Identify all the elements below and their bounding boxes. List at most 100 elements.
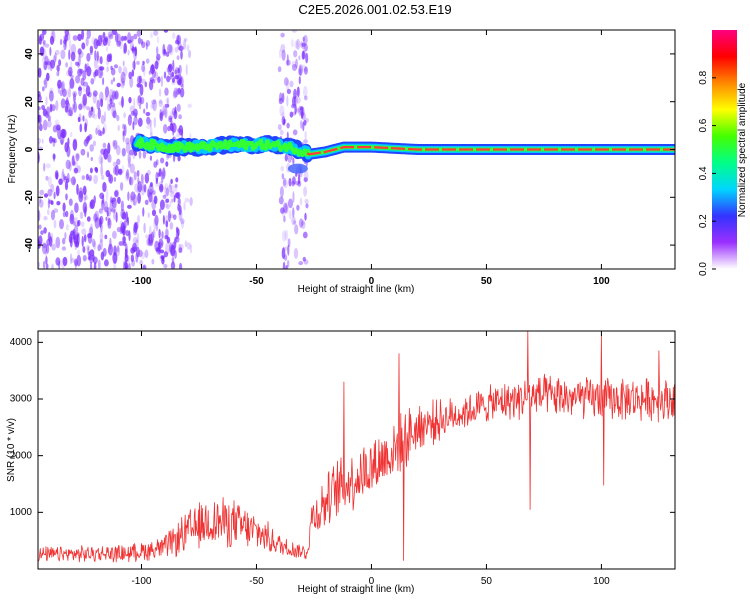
noise-blob (92, 140, 97, 147)
noise-blob (169, 123, 174, 132)
noise-blob (171, 79, 176, 86)
noise-blob (44, 55, 49, 66)
noise-blob (174, 106, 177, 114)
noise-blob (116, 158, 121, 165)
noise-blob (304, 65, 308, 72)
noise-blob (50, 59, 56, 69)
noise-blob (153, 30, 159, 36)
noise-blob (164, 103, 170, 108)
noise-blob (73, 161, 76, 166)
noise-blob (82, 246, 86, 253)
noise-blob (292, 129, 298, 136)
noise-blob (183, 201, 186, 211)
noise-blob (279, 92, 283, 102)
noise-blob (302, 50, 306, 60)
noise-blob (86, 151, 90, 158)
noise-blob (280, 165, 285, 172)
noise-blob (54, 119, 60, 127)
spectrogram-x-label: Height of straight line (km) (298, 284, 415, 295)
noise-blob (129, 114, 132, 120)
noise-blob (114, 164, 119, 176)
noise-blob (114, 190, 119, 197)
noise-blob (186, 44, 190, 52)
noise-blob (112, 77, 116, 82)
noise-blob (62, 211, 66, 218)
noise-blob (179, 87, 185, 98)
noise-blob (107, 31, 113, 38)
noise-blob (292, 157, 295, 165)
noise-blob (133, 151, 138, 157)
noise-blob (53, 138, 57, 144)
y-tick-label: 4000 (10, 337, 33, 348)
noise-blob (43, 61, 48, 71)
noise-blob (162, 48, 167, 57)
y-tick-label: 0 (24, 146, 35, 152)
noise-blob (92, 90, 98, 97)
noise-blob (39, 195, 42, 204)
noise-blob (142, 60, 145, 65)
noise-blob (84, 122, 87, 133)
noise-blob (164, 106, 168, 119)
noise-blob (285, 79, 290, 91)
noise-blob (176, 103, 181, 112)
noise-blob (38, 199, 44, 208)
noise-blob (86, 245, 90, 250)
noise-blob (130, 254, 134, 262)
noise-blob (47, 119, 52, 128)
noise-blob (129, 76, 134, 88)
noise-blob (106, 66, 109, 73)
noise-blob (56, 201, 61, 206)
noise-blob (100, 156, 103, 166)
x-tick-label: 50 (481, 576, 493, 587)
noise-blob (107, 218, 112, 229)
noise-blob (87, 246, 90, 256)
noise-blob (142, 181, 145, 193)
noise-blob (283, 215, 286, 223)
noise-blob (189, 197, 193, 206)
noise-blob (109, 102, 112, 109)
noise-blob (75, 61, 80, 66)
noise-blob (93, 241, 97, 250)
noise-blob (124, 254, 129, 263)
noise-blob (129, 176, 132, 186)
noise-blob (68, 39, 72, 52)
noise-blob (170, 178, 173, 185)
noise-blob (47, 209, 50, 216)
noise-blob (175, 177, 179, 183)
noise-blob (109, 98, 113, 105)
noise-blob (116, 82, 121, 88)
noise-blob (47, 114, 52, 122)
noise-blob (116, 33, 122, 46)
noise-blob (99, 215, 104, 225)
noise-blob (177, 197, 181, 207)
noise-blob (147, 212, 150, 219)
noise-blob (99, 56, 103, 65)
noise-blob (133, 116, 138, 126)
noise-blob (296, 38, 301, 50)
noise-blob (127, 157, 132, 167)
noise-blob (129, 176, 134, 186)
noise-blob (159, 112, 164, 122)
noise-blob (62, 202, 66, 212)
noise-blob (175, 184, 178, 194)
noise-blob (177, 67, 180, 74)
noise-blob (172, 77, 175, 83)
noise-blob (125, 137, 130, 145)
noise-blob (301, 108, 304, 115)
noise-blob (114, 140, 118, 149)
noise-blob (73, 167, 78, 174)
noise-blob (164, 186, 167, 198)
noise-blob (43, 193, 49, 198)
noise-blob (303, 66, 308, 75)
noise-blob (105, 46, 108, 52)
noise-blob (165, 51, 170, 57)
noise-blob (89, 199, 95, 210)
noise-blob (54, 49, 60, 56)
noise-blob (86, 216, 91, 222)
noise-blob (286, 54, 289, 66)
noise-blob (120, 200, 124, 212)
noise-blob (100, 148, 106, 155)
noise-blob (150, 103, 154, 109)
noise-blob (130, 191, 136, 201)
noise-blob (38, 261, 41, 269)
